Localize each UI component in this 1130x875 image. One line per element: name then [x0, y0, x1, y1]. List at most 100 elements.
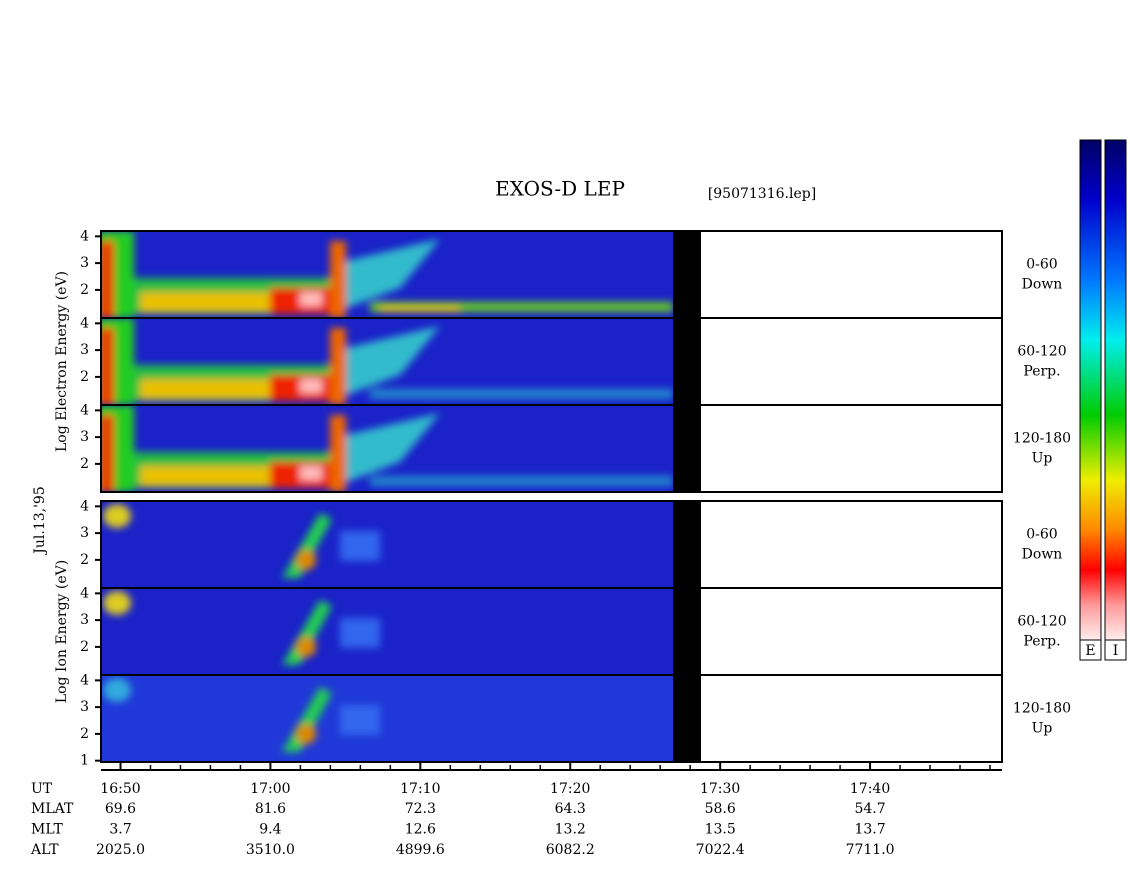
orbit-value: 9.4	[259, 822, 281, 838]
pitch-angle: 120-180	[1013, 431, 1071, 447]
orbit-value: 64.3	[555, 801, 586, 817]
spectrogram	[101, 501, 673, 588]
feature	[340, 531, 380, 561]
y-tick-label: 3	[80, 255, 89, 271]
spectrogram	[101, 405, 673, 492]
feature	[282, 600, 332, 665]
feature	[340, 618, 380, 648]
y-tick-label: 1	[80, 753, 89, 769]
y-tick-label: 2	[80, 639, 89, 655]
feature	[296, 550, 316, 570]
spectrogram	[101, 675, 673, 762]
y-tick-label: 4	[80, 498, 89, 514]
orbit-value: 4899.6	[396, 842, 445, 858]
feature	[330, 241, 346, 318]
spectrogram-features	[103, 504, 380, 578]
feature	[340, 705, 380, 735]
spectrogram-background	[101, 501, 673, 588]
y-tick-label: 3	[80, 699, 89, 715]
data-gap	[673, 588, 701, 675]
panel-frame	[100, 404, 1003, 493]
orbit-value: 13.2	[555, 822, 586, 838]
data-gap	[673, 501, 701, 588]
feature	[346, 413, 440, 482]
spectrogram	[101, 588, 673, 675]
orbit-value: 2025.0	[96, 842, 145, 858]
feature	[282, 687, 332, 752]
orbit-value: 13.7	[854, 822, 885, 838]
spectrogram-features	[101, 318, 673, 405]
feature	[103, 678, 131, 702]
pitch-angle: 0-60	[1026, 257, 1057, 273]
orbit-label: ALT	[30, 842, 59, 858]
direction: Perp.	[1023, 634, 1060, 650]
y-tick-label: 2	[80, 726, 89, 742]
date-label: Jul.13,'95	[32, 486, 48, 555]
orbit-value: 3510.0	[246, 842, 295, 858]
y-tick-label: 2	[80, 456, 89, 472]
pitch-angle: 60-120	[1017, 344, 1066, 360]
orbit-value: 7711.0	[846, 842, 895, 858]
feature	[101, 328, 114, 405]
y-tick-label: 2	[80, 552, 89, 568]
direction: Perp.	[1023, 364, 1060, 380]
pitch-angle: 60-120	[1017, 614, 1066, 630]
spectrogram	[101, 231, 673, 318]
chart-title: EXOS-D LEP	[495, 177, 625, 201]
feature	[296, 724, 316, 744]
orbit-value: 72.3	[405, 801, 436, 817]
feature	[346, 239, 440, 308]
orbit-value: 6082.2	[546, 842, 595, 858]
direction: Up	[1032, 451, 1053, 467]
x-tick-label: 17:00	[250, 781, 290, 797]
direction: Down	[1022, 277, 1063, 293]
feature	[370, 389, 673, 399]
color-bar	[1104, 139, 1127, 641]
color-bar-label: E	[1085, 643, 1095, 659]
color-bar-label-box	[1104, 639, 1127, 661]
panel-frame	[100, 674, 1003, 763]
y-axis-label: Log Ion Energy (eV)	[54, 560, 70, 703]
spectrogram-features	[103, 591, 380, 665]
spectrogram-features	[101, 405, 673, 492]
y-tick-label: 4	[80, 315, 89, 331]
y-axis-label: Log Electron Energy (eV)	[54, 271, 70, 452]
y-tick-label: 4	[80, 228, 89, 244]
data-gap	[673, 675, 701, 762]
direction: Down	[1022, 547, 1063, 563]
orbit-value: 3.7	[109, 822, 131, 838]
orbit-label: MLT	[31, 822, 63, 838]
pitch-angle: 120-180	[1013, 701, 1071, 717]
color-bar-label: I	[1113, 643, 1119, 659]
data-gap	[673, 231, 701, 318]
feature	[300, 292, 322, 306]
y-tick-label: 2	[80, 369, 89, 385]
x-tick-label: 16:50	[100, 781, 140, 797]
file-name: [95071316.lep]	[708, 186, 816, 202]
orbit-value: 13.5	[705, 822, 736, 838]
spectrogram-features	[103, 678, 380, 752]
color-bar	[1079, 139, 1102, 641]
feature	[330, 328, 346, 405]
orbit-label: UT	[31, 781, 53, 797]
direction: Up	[1032, 721, 1053, 737]
spectrogram	[101, 318, 673, 405]
x-tick-label: 17:10	[400, 781, 440, 797]
y-tick-label: 4	[80, 672, 89, 688]
feature	[282, 513, 332, 578]
y-tick-label: 3	[80, 429, 89, 445]
orbit-value: 81.6	[255, 801, 286, 817]
orbit-value: 69.6	[105, 801, 136, 817]
orbit-value: 7022.4	[696, 842, 745, 858]
pitch-angle: 0-60	[1026, 527, 1057, 543]
feature	[370, 302, 673, 312]
data-gap	[673, 405, 701, 492]
y-tick-label: 3	[80, 612, 89, 628]
feature	[103, 504, 131, 528]
feature	[101, 241, 114, 318]
orbit-value: 12.6	[405, 822, 436, 838]
orbit-value: 58.6	[705, 801, 736, 817]
spectrogram-background	[101, 675, 673, 762]
